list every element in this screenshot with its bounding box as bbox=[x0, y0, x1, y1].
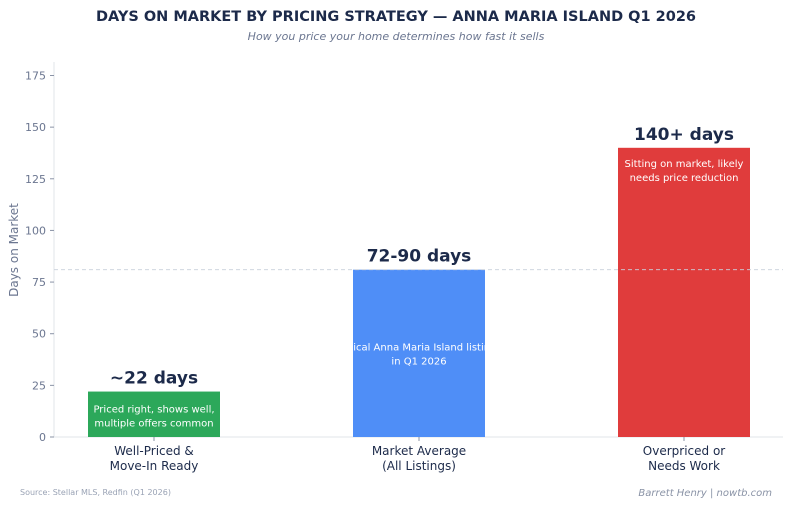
y-tick-label: 125 bbox=[25, 173, 46, 186]
y-tick-label: 0 bbox=[39, 431, 46, 444]
x-tick-label: Well-Priced & bbox=[114, 444, 194, 458]
bar-note: Sitting on market, likely bbox=[625, 159, 744, 170]
data-label: 72-90 days bbox=[367, 247, 472, 267]
credit: Barrett Henry | nowtb.com bbox=[638, 488, 772, 499]
y-tick-label: 175 bbox=[25, 70, 46, 83]
data-label: 140+ days bbox=[634, 125, 734, 145]
chart-title: DAYS ON MARKET BY PRICING STRATEGY — ANN… bbox=[96, 9, 696, 25]
bar-3 bbox=[618, 147, 750, 438]
y-axis-label: Days on Market bbox=[7, 203, 21, 297]
source-note: Source: Stellar MLS, Redfin (Q1 2026) bbox=[20, 488, 171, 497]
bar-2 bbox=[353, 269, 485, 437]
x-tick-label: Needs Work bbox=[648, 459, 720, 473]
x-tick-label: Overpriced or bbox=[643, 444, 726, 458]
y-tick-label: 150 bbox=[25, 121, 46, 134]
bar-note: Priced right, shows well, bbox=[93, 405, 214, 416]
x-tick-label: (All Listings) bbox=[382, 459, 456, 473]
y-tick-label: 25 bbox=[32, 379, 46, 392]
y-tick-label: 75 bbox=[32, 276, 46, 289]
data-label: ~22 days bbox=[110, 369, 198, 389]
chart-subtitle: How you price your home determines how f… bbox=[248, 30, 545, 43]
bar-note: needs price reduction bbox=[630, 173, 739, 184]
bar-note: Typical Anna Maria Island listings bbox=[335, 343, 501, 354]
y-tick-label: 100 bbox=[25, 224, 46, 237]
bar-note: multiple offers common bbox=[94, 419, 213, 430]
y-tick-label: 50 bbox=[32, 328, 46, 341]
x-tick-label: Market Average bbox=[372, 444, 466, 458]
bar-1 bbox=[88, 391, 220, 437]
bar-note: in Q1 2026 bbox=[391, 357, 446, 368]
x-tick-label: Move-In Ready bbox=[110, 459, 199, 473]
